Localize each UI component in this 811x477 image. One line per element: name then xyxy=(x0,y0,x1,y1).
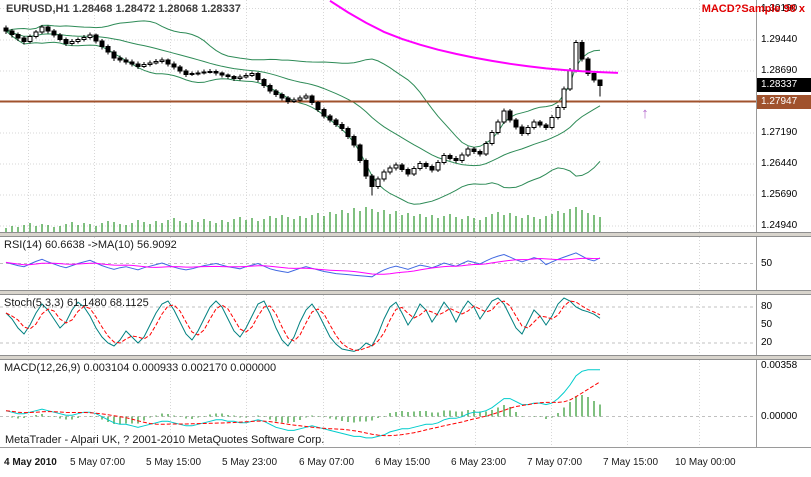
macd-axis[interactable]: 0.00358 0.00000 xyxy=(756,360,811,447)
main-price-pane[interactable]: ↑ EURUSD,H1 1.28468 1.28472 1.28068 1.28… xyxy=(0,0,811,232)
macd-pane[interactable]: MACD(12,26,9) 0.003104 0.000933 0.002170… xyxy=(0,360,811,447)
candlestick-chart: ↑ xyxy=(0,0,756,232)
time-axis-label: 10 May 00:00 xyxy=(675,457,736,468)
copyright-text: MetaTrader - Alpari UK, ? 2001-2010 Meta… xyxy=(5,434,325,446)
svg-text:↑: ↑ xyxy=(641,105,649,122)
axis-label: 0.00000 xyxy=(761,410,798,422)
pane-separator-1[interactable] xyxy=(0,232,811,237)
time-axis-label: 5 May 07:00 xyxy=(70,457,126,468)
axis-label: 50 xyxy=(761,257,773,269)
time-axis-label: 6 May 07:00 xyxy=(299,457,355,468)
time-axis-label: 7 May 07:00 xyxy=(527,457,583,468)
axis-label: 1.30190 xyxy=(761,2,798,14)
macd-indicator-label: MACD(12,26,9) 0.003104 0.000933 0.002170… xyxy=(4,362,277,374)
macd-chart xyxy=(0,360,756,447)
axis-label: 1.26440 xyxy=(761,158,798,170)
bid-price-badge: 1.28337 xyxy=(757,78,811,93)
axis-label: 50 xyxy=(761,319,773,330)
time-axis-label: 6 May 23:00 xyxy=(451,457,507,468)
axis-label: 0.00358 xyxy=(761,360,798,371)
rsi-axis[interactable]: 50 xyxy=(756,237,811,290)
expert-advisor-label: MACD?Sample 98 x xyxy=(701,3,805,15)
rsi-chart xyxy=(0,237,756,290)
axis-label: 1.27190 xyxy=(761,126,798,138)
time-axis-label: 5 May 23:00 xyxy=(222,457,278,468)
time-axis-label: 4 May 2010 xyxy=(4,457,57,468)
axis-label: 1.24940 xyxy=(761,220,798,232)
rsi-pane[interactable]: RSI(14) 60.6638 ->MA(10) 56.9092 50 xyxy=(0,237,811,290)
stochastic-axis[interactable]: 80 50 20 xyxy=(756,295,811,355)
axis-label: 20 xyxy=(761,337,773,348)
price-axis[interactable]: 1.28337 1.27947 1.30190 1.29440 1.28690 1.2… xyxy=(756,0,811,232)
axis-label: 1.25690 xyxy=(761,189,798,201)
axis-label: 1.29440 xyxy=(761,33,798,45)
time-axis-label: 7 May 15:00 xyxy=(603,457,659,468)
time-axis-label: 5 May 15:00 xyxy=(146,457,202,468)
hline-price-badge: 1.27947 xyxy=(757,94,811,109)
stochastic-chart xyxy=(0,295,756,355)
chart-title: EURUSD,H1 1.28468 1.28472 1.28068 1.2833… xyxy=(6,3,241,15)
stochastic-pane[interactable]: Stoch(5,3,3) 61.1480 68.1125 80 50 20 xyxy=(0,295,811,355)
rsi-indicator-label: RSI(14) 60.6638 ->MA(10) 56.9092 xyxy=(4,239,177,251)
axis-label: 80 xyxy=(761,301,773,312)
pane-separator-2[interactable] xyxy=(0,290,811,295)
pane-separator-3[interactable] xyxy=(0,355,811,360)
time-axis[interactable]: 4 May 2010 5 May 07:00 5 May 15:00 5 May 23… xyxy=(0,447,811,477)
stochastic-indicator-label: Stoch(5,3,3) 61.1480 68.1125 xyxy=(4,297,149,309)
time-axis-label: 6 May 15:00 xyxy=(375,457,431,468)
axis-label: 1.28690 xyxy=(761,64,798,76)
